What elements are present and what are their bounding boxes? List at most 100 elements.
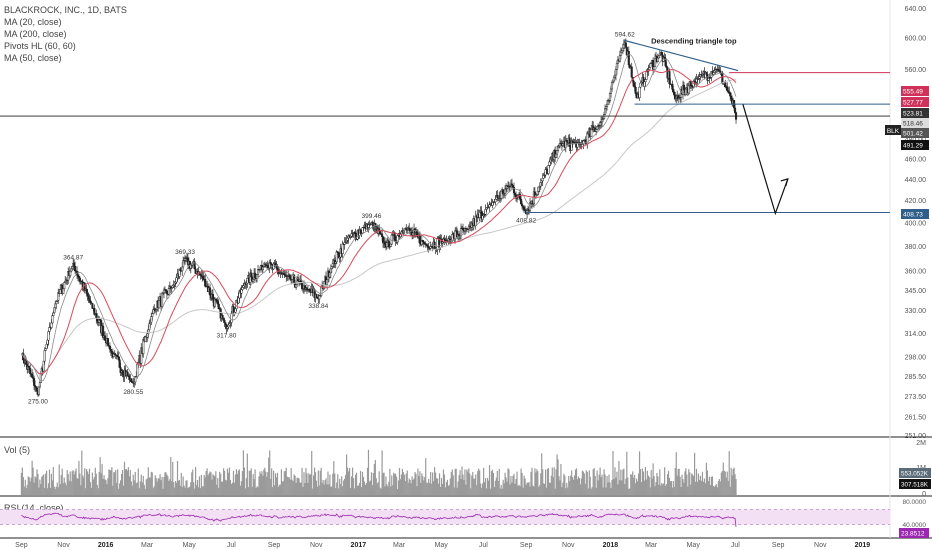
volume-tag <box>899 468 931 478</box>
volume-bar <box>602 487 604 495</box>
volume-bar <box>246 453 248 495</box>
pivot-label: 338.84 <box>308 303 328 310</box>
volume-bar <box>102 478 104 495</box>
volume-bar <box>312 475 315 495</box>
legend-ma200[interactable]: MA (200, close) <box>4 29 67 39</box>
candle-body <box>53 307 56 314</box>
volume-bar <box>290 468 292 495</box>
volume-bar <box>509 484 511 495</box>
volume-bar <box>58 464 60 495</box>
candle-body <box>412 232 415 236</box>
volume-bar <box>176 461 179 495</box>
volume-bar <box>414 472 416 495</box>
volume-bar <box>184 487 186 495</box>
rsi-band <box>0 509 890 525</box>
volume-bar <box>208 473 210 495</box>
volume-bar <box>545 487 548 495</box>
volume-bar <box>140 474 142 495</box>
volume-bar <box>514 483 516 495</box>
volume-bar <box>480 483 482 495</box>
volume-bar <box>326 484 328 495</box>
volume-bar <box>329 474 331 495</box>
volume-bar <box>288 477 290 495</box>
volume-bar <box>650 470 652 495</box>
volume-bar <box>260 473 262 495</box>
volume-bar <box>267 472 269 495</box>
volume-bar <box>371 485 374 495</box>
volume-bar <box>41 476 43 495</box>
candle-body <box>721 72 724 84</box>
volume-bar <box>704 483 707 495</box>
candle-body <box>614 69 617 76</box>
volume-bar <box>135 483 137 495</box>
volume-bar <box>636 478 638 495</box>
volume-bar <box>120 480 122 495</box>
legend-pivots[interactable]: Pivots HL (60, 60) <box>4 41 76 51</box>
volume-bar <box>610 488 612 495</box>
candle-body <box>387 240 390 248</box>
candle-body <box>335 251 338 263</box>
price-axis-tick: 420.00 <box>905 198 927 205</box>
candle-body <box>682 84 686 91</box>
volume-bar <box>212 474 214 495</box>
candle-body <box>556 150 559 155</box>
volume-bar <box>418 476 420 495</box>
volume-bar <box>86 471 89 495</box>
volume-bar <box>156 481 158 495</box>
candle-body <box>71 266 74 270</box>
volume-bar <box>711 476 713 495</box>
volume-bar <box>168 481 170 495</box>
volume-bar <box>229 479 232 495</box>
volume-bar <box>170 457 172 495</box>
time-axis-tick: Nov <box>310 542 323 549</box>
volume-bar <box>179 485 181 495</box>
volume-bar <box>515 479 517 495</box>
volume-bar <box>524 478 526 495</box>
volume-bar <box>369 480 372 495</box>
volume-bar <box>417 468 419 495</box>
volume-bar <box>487 480 490 495</box>
volume-bar <box>278 484 281 495</box>
candle-body <box>537 186 540 192</box>
candle-body <box>604 108 607 115</box>
volume-bar <box>539 485 541 495</box>
candle-body <box>634 87 637 94</box>
volume-bar <box>252 474 254 495</box>
volume-bar <box>510 476 512 495</box>
rsi-panel-label[interactable]: RSI (14, close) <box>4 503 64 513</box>
candle-body <box>276 268 279 271</box>
volume-bar <box>503 483 505 495</box>
volume-bar <box>645 479 647 495</box>
pivot-label: 275.00 <box>28 398 48 405</box>
volume-bar <box>623 468 625 495</box>
volume-bar <box>409 480 411 495</box>
volume-bar <box>643 480 646 495</box>
volume-bar <box>633 477 635 495</box>
legend-ma50[interactable]: MA (50, close) <box>4 53 62 63</box>
volume-bar <box>67 474 69 495</box>
price-tag <box>901 209 929 219</box>
volume-bar <box>42 475 44 495</box>
volume-bar <box>557 459 559 495</box>
volume-bar <box>275 477 278 495</box>
volume-bar <box>501 488 503 495</box>
volume-bar <box>474 478 476 495</box>
candle-body <box>648 67 651 70</box>
volume-bar <box>347 471 350 495</box>
candle-body <box>601 119 604 123</box>
volume-bar <box>197 487 200 495</box>
volume-panel-label[interactable]: Vol (5) <box>4 445 31 455</box>
volume-bar <box>271 468 273 495</box>
volume-bar <box>118 488 120 495</box>
volume-bar <box>454 468 456 495</box>
volume-bar <box>400 474 403 495</box>
volume-bar <box>560 463 562 495</box>
volume-bar <box>236 473 239 495</box>
volume-bar <box>116 482 118 495</box>
candle-body <box>325 279 329 285</box>
legend-ma20[interactable]: MA (20, close) <box>4 17 62 27</box>
volume-bar <box>584 483 586 495</box>
volume-bar <box>626 451 628 495</box>
volume-bar <box>572 479 575 495</box>
